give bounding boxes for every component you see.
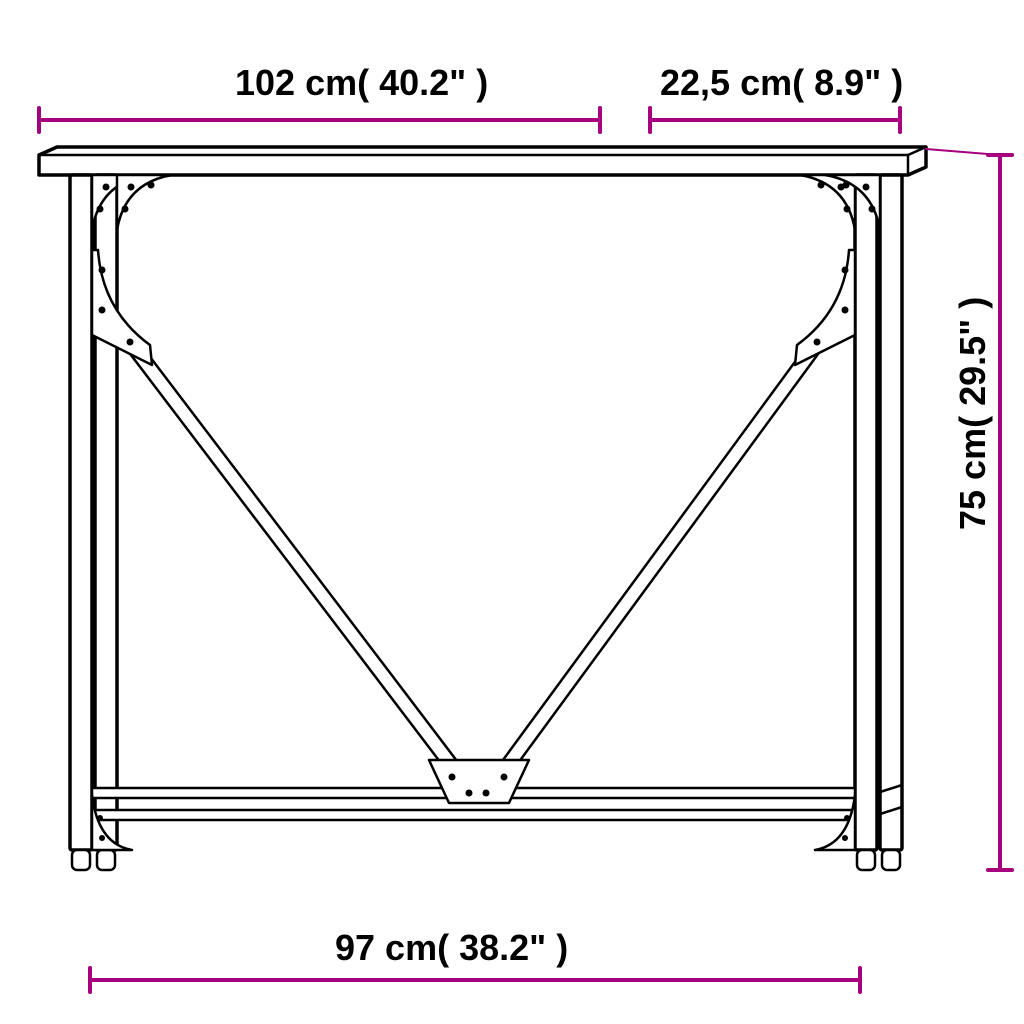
dimension-label-height_side: 75 cm( 29.5" ) bbox=[952, 297, 993, 530]
dimension-label-foot_width: 97 cm( 38.2" ) bbox=[335, 927, 568, 968]
dimension-label-depth_top: 22,5 cm( 8.9" ) bbox=[660, 62, 903, 103]
dimension-label-width_top: 102 cm( 40.2" ) bbox=[235, 62, 488, 103]
product-outline bbox=[39, 147, 926, 870]
